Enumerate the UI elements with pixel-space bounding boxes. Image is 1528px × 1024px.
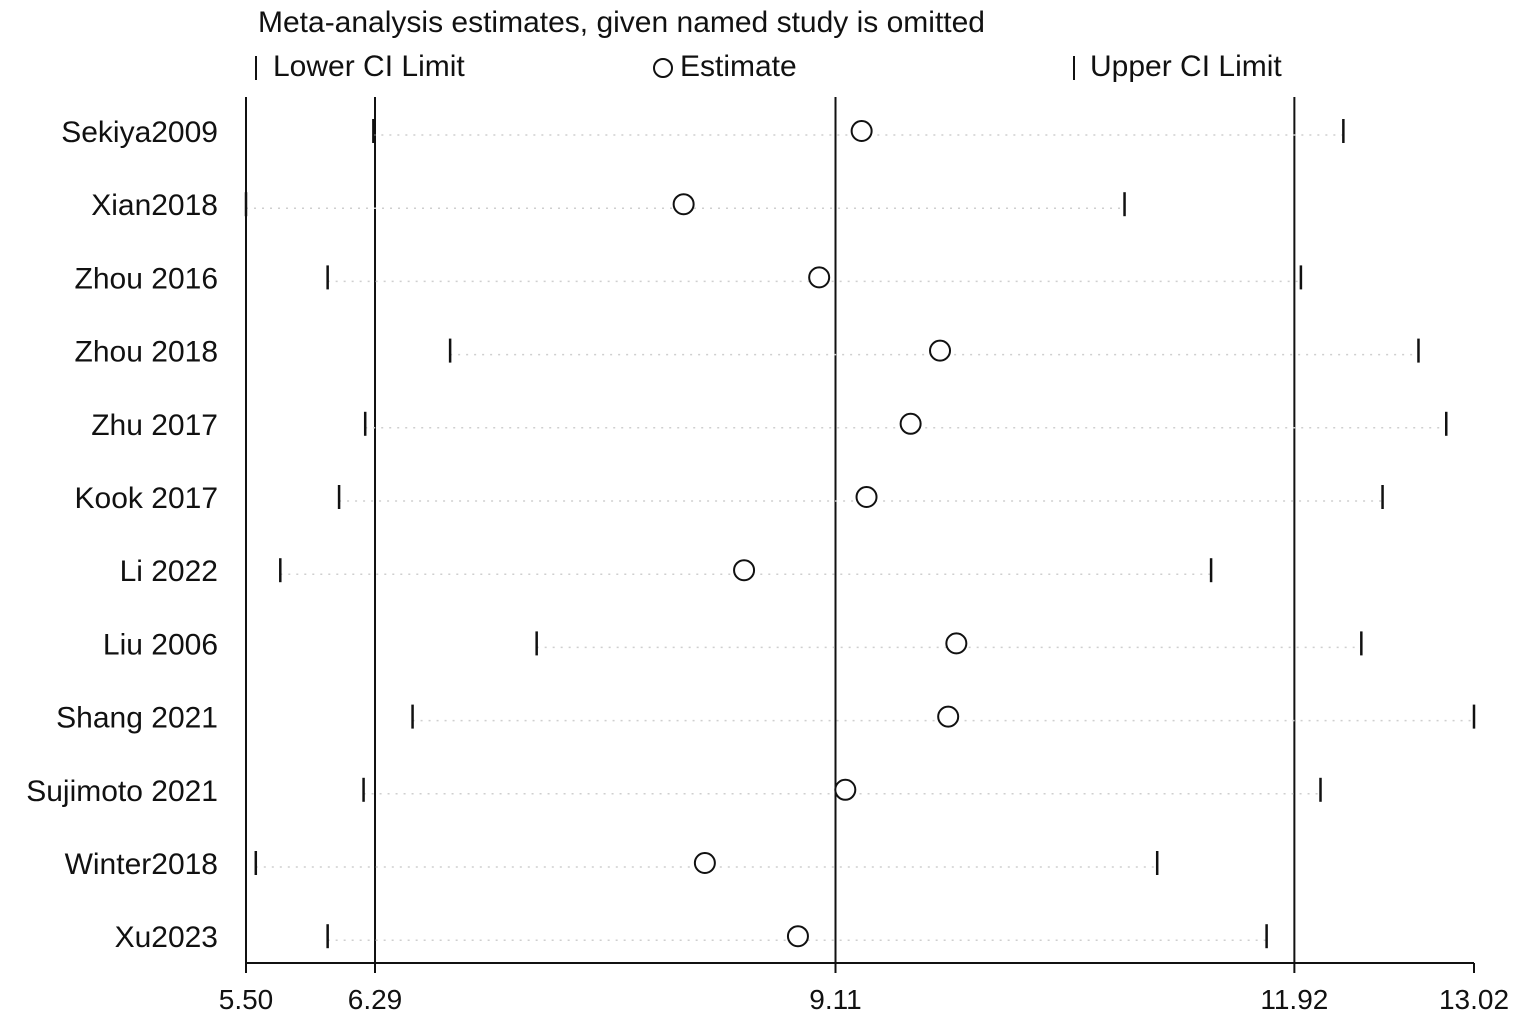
study-label: Xu2023	[115, 921, 218, 954]
legend-lower-label: Lower CI Limit	[273, 50, 465, 83]
study-row: Zhou 2016	[75, 262, 1303, 295]
study-row: Liu 2006	[103, 628, 1363, 661]
x-axis: 5.50 6.29 9.11 11.92 13.02	[219, 963, 1509, 1015]
legend-upper-label: Upper CI Limit	[1090, 50, 1282, 83]
legend-estimate-label: Estimate	[680, 50, 797, 83]
study-label: Xian2018	[91, 189, 218, 222]
x-tick-label: 11.92	[1260, 984, 1328, 1015]
estimate-marker	[786, 925, 809, 948]
plot-area	[245, 97, 1474, 964]
estimate-marker	[808, 266, 831, 289]
study-label: Sujimoto 2021	[26, 775, 218, 808]
legend: Lower CI Limit Estimate Upper CI Limit	[255, 50, 1282, 83]
study-label: Li 2022	[120, 555, 218, 588]
study-row: Xian2018	[91, 189, 1126, 222]
study-label: Kook 2017	[75, 482, 218, 515]
estimate-marker	[855, 486, 878, 508]
study-row: Zhu 2017	[91, 409, 1448, 442]
study-label: Winter2018	[65, 848, 218, 881]
study-label: Liu 2006	[103, 628, 218, 661]
x-tick-label: 5.50	[219, 984, 274, 1015]
x-tick-label: 6.29	[348, 984, 403, 1015]
x-tick-label: 9.11	[809, 984, 861, 1015]
legend-estimate-marker	[653, 58, 673, 78]
estimate-marker	[937, 705, 960, 728]
estimate-marker	[945, 632, 968, 655]
study-row: Sekiya2009	[61, 116, 1345, 149]
study-row: Kook 2017	[75, 482, 1384, 515]
study-label: Zhou 2016	[75, 262, 218, 295]
estimate-marker	[672, 193, 695, 216]
estimate-marker	[850, 120, 873, 142]
x-tick-label: 13.02	[1439, 984, 1509, 1015]
study-label: Zhou 2018	[75, 336, 218, 369]
chart-title: Meta-analysis estimates, given named stu…	[258, 6, 985, 39]
study-row: Li 2022	[120, 555, 1213, 588]
study-row: Xu2023	[115, 921, 1268, 954]
study-row: Zhou 2018	[75, 336, 1420, 369]
estimate-marker	[899, 412, 922, 435]
estimate-marker	[733, 559, 756, 582]
estimate-marker	[834, 778, 857, 801]
study-row: Winter2018	[65, 848, 1159, 881]
study-row: Sujimoto 2021	[26, 775, 1322, 808]
study-row: Shang 2021	[56, 702, 1476, 735]
estimate-marker	[929, 339, 952, 362]
study-rows: Sekiya2009 Xian2018 Zhou 2016 Zhou 2018 Zhu …	[26, 116, 1476, 954]
estimate-marker	[693, 852, 716, 874]
study-label: Zhu 2017	[91, 409, 218, 442]
study-label: Sekiya2009	[61, 116, 218, 149]
study-label: Shang 2021	[56, 702, 218, 735]
